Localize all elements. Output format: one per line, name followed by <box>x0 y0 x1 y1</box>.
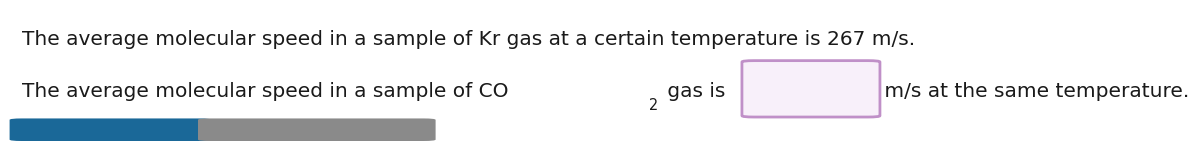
Text: 2: 2 <box>649 98 659 113</box>
Text: gas is: gas is <box>661 82 726 101</box>
FancyBboxPatch shape <box>742 61 880 117</box>
Text: The average molecular speed in a sample of CO: The average molecular speed in a sample … <box>22 82 508 101</box>
Text: m/s at the same temperature.: m/s at the same temperature. <box>877 82 1189 101</box>
FancyBboxPatch shape <box>10 118 211 141</box>
Text: The average molecular speed in a sample of Kr gas at a certain temperature is 26: The average molecular speed in a sample … <box>22 30 914 49</box>
FancyBboxPatch shape <box>198 118 436 141</box>
